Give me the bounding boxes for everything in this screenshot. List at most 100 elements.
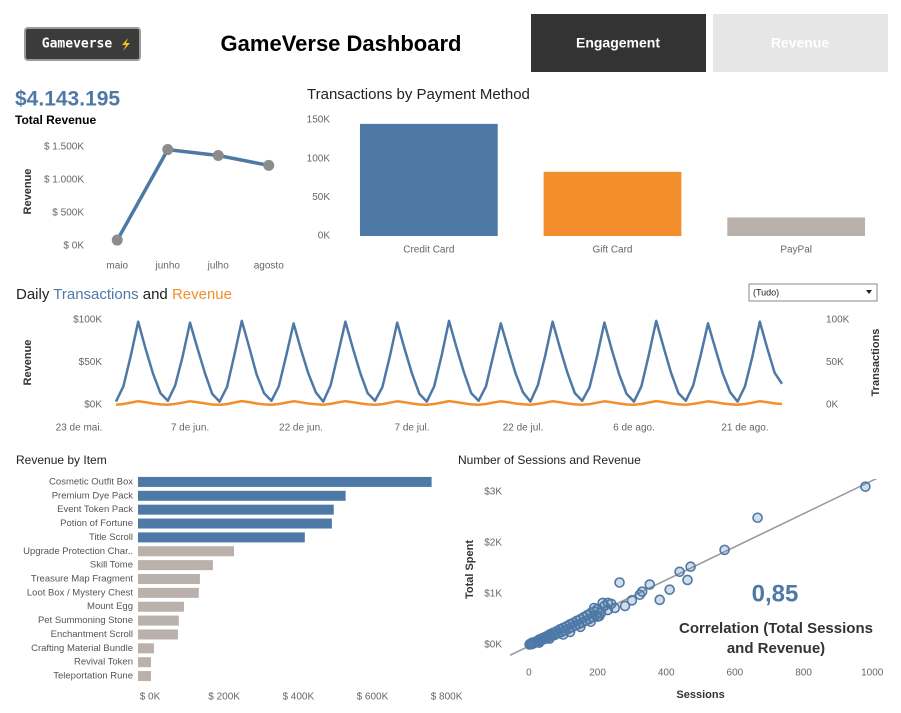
nav-button[interactable]: Engagement (531, 14, 706, 72)
dropdown-value[interactable]: (Tudo) (753, 287, 779, 297)
x-tick-label: 23 de mai. (56, 423, 103, 434)
point (585, 616, 596, 628)
title-text: and (142, 286, 168, 303)
bar (138, 518, 332, 529)
y-tick-label: $50K (79, 357, 103, 368)
x-tick-label: $ 0K (140, 692, 161, 703)
point (636, 586, 648, 597)
y-tick-label: Crafting Material Bundle (31, 643, 133, 654)
x-tick-label: 800 (795, 668, 812, 679)
x-tick-label: 7 de jul. (394, 423, 429, 434)
bar (138, 601, 184, 612)
point (614, 577, 625, 588)
y-tick-label: $100K (73, 315, 102, 326)
bar (138, 560, 213, 571)
point (719, 544, 730, 556)
point (685, 561, 696, 572)
bar (138, 546, 235, 557)
point (111, 234, 123, 246)
nav-button[interactable]: Revenue (713, 14, 888, 72)
chart-title: Number of Sessions and Revenue (458, 453, 641, 467)
bar (138, 657, 151, 668)
point (263, 159, 275, 171)
point (544, 633, 555, 644)
axis-title: Revenue (22, 340, 34, 386)
logo-bolt (122, 38, 130, 51)
point (212, 149, 224, 161)
bar (138, 490, 346, 501)
bar (359, 123, 498, 236)
x-tick-label: 200 (589, 668, 606, 679)
x-tick-label: $ 200K (208, 692, 240, 703)
y-tick-label: Skill Tome (90, 560, 133, 571)
point (682, 574, 693, 586)
y-tick-label: Treasure Map Fragment (31, 574, 133, 585)
y-tick-label: Premium Dye Pack (52, 490, 134, 501)
chart-title: Daily Transactions and Revenue (16, 286, 232, 303)
point (557, 629, 569, 640)
x-tick-label: 1000 (861, 668, 884, 679)
x-tick-label: 600 (727, 668, 744, 679)
bar (138, 587, 199, 598)
dropdown-arrow[interactable] (866, 290, 872, 294)
y-tick-label: 0K (318, 231, 331, 242)
x-tick-label: 22 de jun. (279, 423, 323, 434)
legend-entry: Revenue (171, 286, 232, 303)
y-tick-label: 50K (826, 357, 844, 368)
y-tick-label: $0K (84, 400, 102, 411)
x-tick-label: 7 de jun. (171, 423, 209, 434)
y-tick-label: Title Scroll (89, 532, 133, 543)
axis-title: Transactions (870, 329, 882, 397)
y-tick-label: $ 1.500K (44, 142, 84, 153)
bar (138, 476, 432, 487)
bar (138, 643, 154, 654)
point (602, 597, 614, 609)
point (674, 566, 685, 578)
point (575, 621, 586, 633)
y-tick-label: $0K (484, 639, 502, 650)
correlation-value: 0,85 (752, 580, 799, 607)
x-tick-label: $ 400K (282, 692, 314, 703)
x-tick-label: 21 de ago. (721, 423, 768, 434)
x-tick-label: agosto (254, 261, 284, 272)
y-tick-label: Cosmetic Outfit Box (49, 476, 133, 487)
point (588, 602, 600, 614)
point (752, 512, 763, 524)
logo: Gameverse (24, 27, 141, 61)
x-tick-label: $ 600K (357, 692, 389, 703)
point (626, 595, 638, 606)
y-tick-label: 150K (307, 115, 331, 126)
x-tick-label: 400 (658, 668, 675, 679)
x-tick-label: maio (106, 261, 128, 272)
point (664, 584, 675, 595)
dashboard-title: GameVerse Dashboard (221, 31, 462, 56)
kpi-value: $4.143.195 (15, 88, 120, 111)
point (644, 579, 656, 590)
correlation-label: Correlation (Total Sessions and Revenue) (679, 620, 873, 657)
filter-dropdown[interactable]: (Tudo) (748, 283, 878, 302)
plot-area (510, 479, 878, 656)
y-tick-label: Upgrade Protection Char.. (23, 546, 133, 557)
point (533, 637, 545, 648)
bar (727, 217, 866, 236)
chart-title: Transactions by Payment Method (307, 86, 530, 103)
y-tick-label: Teleportation Rune (53, 671, 133, 682)
legend-entry: Transactions (53, 286, 139, 303)
y-tick-label: $ 1.000K (44, 175, 84, 186)
y-tick-label: $ 500K (52, 208, 84, 219)
logo-box (24, 27, 141, 61)
button-bg[interactable] (713, 14, 888, 72)
axis-title: Total Spent (464, 540, 476, 599)
logo-text: Gameverse (42, 37, 113, 52)
button-label[interactable]: Revenue (771, 35, 830, 51)
y-tick-label: 100K (826, 315, 850, 326)
dropdown-box[interactable] (748, 283, 878, 302)
button-label[interactable]: Engagement (576, 35, 660, 51)
button-bg[interactable] (531, 14, 706, 72)
bar (543, 171, 682, 236)
bar (138, 532, 305, 543)
bar (138, 615, 179, 626)
chart-title: Revenue by Item (16, 453, 107, 467)
